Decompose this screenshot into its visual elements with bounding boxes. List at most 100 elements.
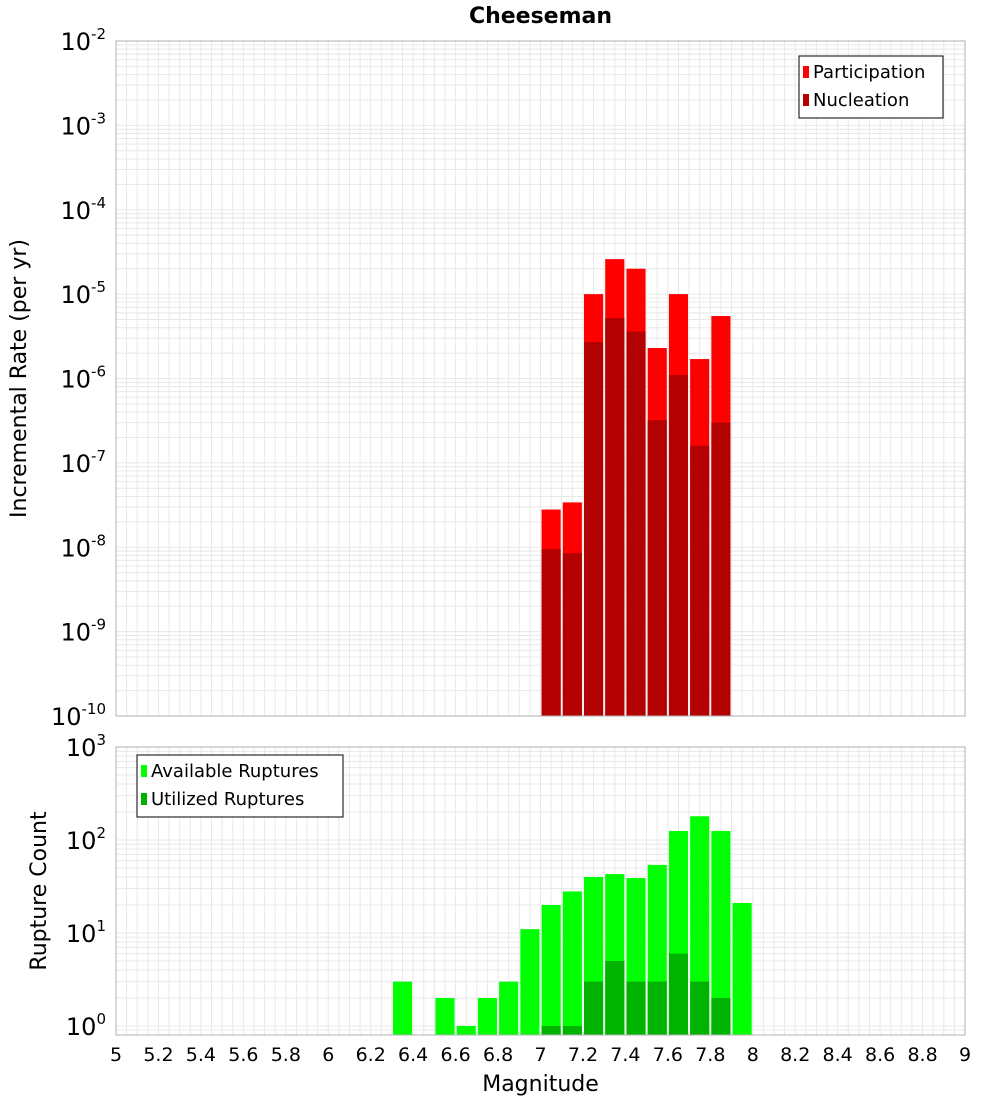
bar-available-ruptures — [541, 904, 561, 1035]
x-tick-label: 7.8 — [695, 1044, 725, 1066]
y-tick-exponent: -4 — [91, 194, 106, 212]
y-tick-exponent: -7 — [91, 447, 106, 465]
x-tick-label: 5 — [110, 1044, 122, 1066]
x-tick-label: 6.6 — [440, 1044, 470, 1066]
y-tick-label: 10-2 — [60, 25, 106, 56]
x-axis-label: Magnitude — [482, 1072, 599, 1097]
bar-nucleation — [562, 553, 582, 716]
y-tick-base: 10 — [66, 920, 97, 948]
legend: Available Ruptures Utilized Ruptures — [136, 754, 344, 818]
bar-available-ruptures — [477, 997, 497, 1035]
bar-available-ruptures — [392, 981, 413, 1035]
legend: Participation Nucleation — [798, 55, 944, 119]
legend-swatch — [803, 94, 809, 106]
bar-available-ruptures — [520, 929, 540, 1035]
y-tick-exponent: -6 — [91, 363, 106, 381]
bar-utilized-ruptures — [647, 981, 667, 1035]
x-tick-label: 8 — [747, 1044, 759, 1066]
legend-box — [136, 754, 344, 818]
x-tick-label: 8.6 — [865, 1044, 895, 1066]
x-tick-label: 9 — [959, 1044, 971, 1066]
bar-available-ruptures — [732, 903, 752, 1035]
y-axis-label: Incremental Rate (per yr) — [7, 239, 32, 518]
y-tick-base: 10 — [60, 28, 91, 56]
y-tick-base: 10 — [60, 450, 91, 478]
bar-utilized-ruptures — [541, 1025, 561, 1035]
y-tick-label: 10-3 — [60, 109, 106, 140]
y-tick-base: 10 — [60, 112, 91, 140]
x-tick-label: 7.4 — [610, 1044, 640, 1066]
legend-label: Participation — [813, 62, 925, 83]
y-tick-exponent: 0 — [96, 1010, 106, 1028]
bar-available-ruptures — [711, 830, 731, 1035]
y-tick-label: 10-10 — [51, 700, 106, 731]
y-tick-base: 10 — [60, 366, 91, 394]
y-tick-exponent: -2 — [91, 25, 106, 43]
y-tick-base: 10 — [66, 1013, 97, 1041]
bar-nucleation — [626, 331, 646, 716]
y-tick-label: 100 — [66, 1010, 106, 1041]
y-tick-label: 10-9 — [60, 616, 106, 647]
y-tick-label: 10-4 — [60, 194, 106, 225]
y-tick-exponent: 2 — [96, 824, 106, 842]
y-tick-label: 10-8 — [60, 531, 106, 562]
x-tick-label: 5.4 — [186, 1044, 216, 1066]
bar-utilized-ruptures — [626, 981, 646, 1035]
bar-nucleation — [541, 549, 561, 716]
y-tick-base: 10 — [60, 619, 91, 647]
x-tick-label: 6 — [322, 1044, 334, 1066]
bar-nucleation — [690, 445, 710, 716]
plot-panel-1: 10-1010-910-810-710-610-510-410-310-2Inc… — [7, 25, 966, 731]
bar-nucleation — [605, 318, 625, 716]
legend-label: Nucleation — [813, 90, 909, 111]
bar-nucleation — [711, 422, 731, 716]
x-tick-label: 6.4 — [398, 1044, 428, 1066]
chart-title: Cheeseman — [469, 4, 612, 29]
x-tick-label: 5.8 — [271, 1044, 301, 1066]
x-tick-label: 7.6 — [653, 1044, 683, 1066]
bar-utilized-ruptures — [690, 981, 710, 1035]
bar-nucleation — [647, 420, 667, 716]
legend-label: Utilized Ruptures — [151, 789, 304, 810]
bar-utilized-ruptures — [668, 953, 689, 1035]
plot-border — [115, 746, 966, 1036]
y-tick-exponent: -9 — [91, 616, 106, 634]
y-axis-label: Rupture Count — [27, 811, 52, 971]
bar-utilized-ruptures — [562, 1025, 582, 1035]
bar-available-ruptures — [456, 1025, 476, 1035]
legend-swatch — [803, 66, 809, 78]
y-tick-label: 10-6 — [60, 363, 106, 394]
y-tick-exponent: -3 — [91, 109, 106, 127]
bar-available-ruptures — [499, 981, 519, 1035]
y-tick-base: 10 — [66, 827, 97, 855]
y-tick-exponent: 1 — [96, 917, 106, 935]
x-tick-label: 6.8 — [483, 1044, 513, 1066]
x-tick-label: 8.4 — [823, 1044, 853, 1066]
y-tick-label: 101 — [66, 917, 106, 948]
legend-swatch — [141, 765, 147, 777]
y-tick-label: 10-5 — [60, 278, 106, 309]
legend-swatch — [141, 793, 147, 805]
bar-utilized-ruptures — [605, 960, 625, 1035]
bar-available-ruptures — [690, 816, 710, 1035]
y-tick-base: 10 — [51, 703, 82, 731]
x-tick-label: 7 — [534, 1044, 546, 1066]
legend-label: Available Ruptures — [151, 761, 319, 782]
x-tick-label: 5.6 — [228, 1044, 258, 1066]
y-tick-exponent: -10 — [82, 700, 107, 718]
y-tick-base: 10 — [60, 281, 91, 309]
y-tick-base: 10 — [66, 734, 97, 762]
legend-box — [798, 55, 944, 119]
x-tick-label: 6.2 — [356, 1044, 386, 1066]
y-tick-base: 10 — [60, 197, 91, 225]
y-tick-exponent: -5 — [91, 278, 106, 296]
y-tick-label: 103 — [66, 731, 106, 762]
x-tick-label: 8.2 — [780, 1044, 810, 1066]
bar-available-ruptures — [562, 891, 582, 1035]
y-tick-label: 102 — [66, 824, 106, 855]
bar-nucleation — [584, 342, 604, 716]
y-tick-base: 10 — [60, 534, 91, 562]
